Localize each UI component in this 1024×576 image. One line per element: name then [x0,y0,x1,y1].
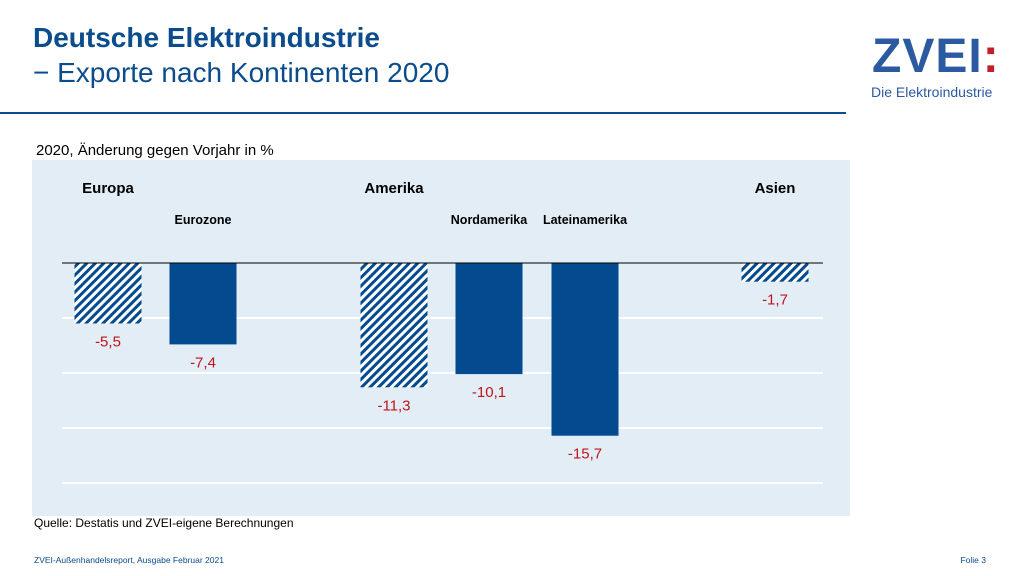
value-label: -10,1 [472,384,506,401]
category-label: Eurozone [175,213,232,227]
group-label: Europa [82,180,134,197]
value-label: -11,3 [377,397,410,414]
value-label: -7,4 [190,354,216,371]
bar-eurozone [169,263,237,345]
category-label: Nordamerika [451,213,528,227]
page-title: Deutsche Elektroindustrie [33,22,380,53]
chart-subtitle: 2020, Änderung gegen Vorjahr in % [36,142,274,159]
footer-slide-number: Folie 3 [960,555,986,565]
bar-lateinamerika [551,263,619,436]
value-label: -5,5 [95,334,121,351]
logo-wordmark: ZVEI: [872,30,1000,83]
page-subtitle: − Exporte nach Kontinenten 2020 [33,57,450,88]
category-label: Lateinamerika [543,213,628,227]
logo-colon: : [982,30,1000,83]
logo-tagline: Die Elektroindustrie [871,84,993,100]
group-label: Asien [755,180,796,197]
labels: -5,5 -7,4 -11,3 -10,1 -15,7 -1,7 Europa Amerika… [82,180,795,463]
value-label: -1,7 [762,292,788,309]
source-note: Quelle: Destatis und ZVEI-eigene Berechn… [34,516,294,530]
value-label: -15,7 [568,446,602,463]
group-label: Amerika [364,180,424,197]
bar-amerika [360,263,428,388]
footer-report: ZVEI-Außenhandelsreport, Ausgabe Februar… [34,555,224,565]
bars [74,263,809,436]
bar-asien [741,263,809,282]
bar-nordamerika [455,263,523,375]
bar-europa [74,263,142,324]
plot-background [32,160,850,516]
header-rule [0,112,846,114]
